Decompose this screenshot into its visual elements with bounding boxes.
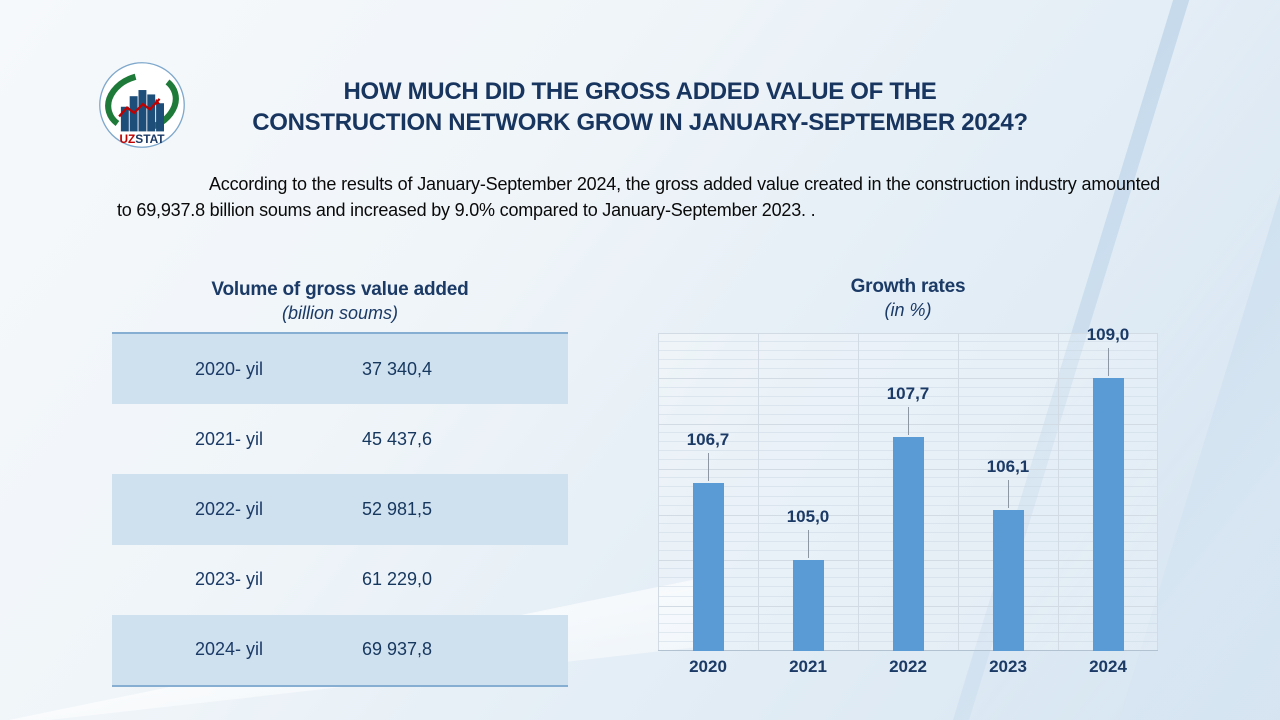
chart-heading: Growth rates (in %) bbox=[658, 276, 1158, 321]
vertical-gridline bbox=[1058, 333, 1059, 651]
year-cell: 2021- yil bbox=[195, 428, 264, 449]
bar-data-label: 109,0 bbox=[1086, 325, 1130, 344]
bar-data-label: 106,7 bbox=[686, 430, 730, 449]
value-cell: 52 981,5 bbox=[362, 498, 433, 519]
x-axis-label: 2020 bbox=[689, 657, 727, 676]
minor-gridline bbox=[658, 386, 1158, 388]
chart-subtitle: (in %) bbox=[884, 300, 932, 320]
data-label-leader-line bbox=[708, 453, 709, 481]
data-label-leader-line bbox=[808, 530, 809, 558]
bar-data-label: 106,1 bbox=[986, 457, 1030, 476]
table-row: 2021- yil 45 437,6 bbox=[112, 404, 568, 474]
table-row: 2023- yil 61 229,0 bbox=[112, 545, 568, 615]
year-cell: 2023- yil bbox=[195, 569, 264, 590]
bar-data-label: 107,7 bbox=[886, 384, 930, 403]
minor-gridline bbox=[658, 404, 1158, 406]
bar bbox=[1092, 378, 1124, 651]
data-label-leader-line bbox=[908, 407, 909, 435]
bar bbox=[892, 437, 924, 651]
data-table: 2020- yil 37 340,4 2021- yil 45 437,6 20… bbox=[112, 332, 568, 687]
table-row: 2024- yil 69 937,8 bbox=[112, 614, 568, 685]
minor-gridline bbox=[658, 341, 1158, 343]
table-title: Volume of gross value added bbox=[211, 279, 469, 300]
vertical-gridline bbox=[1157, 333, 1158, 651]
minor-gridline bbox=[658, 368, 1158, 370]
minor-gridline bbox=[658, 359, 1158, 361]
major-gridline bbox=[658, 378, 1158, 380]
x-axis-label: 2022 bbox=[889, 657, 927, 676]
table-subtitle: (billion soums) bbox=[281, 303, 399, 323]
bar-data-label: 105,0 bbox=[786, 507, 830, 526]
logo-swoosh-icon bbox=[105, 72, 179, 133]
table-heading: Volume of gross value added (billion sou… bbox=[112, 279, 568, 324]
value-cell: 45 437,6 bbox=[362, 428, 433, 449]
data-label-leader-line bbox=[1108, 348, 1109, 376]
page-title-line-2: CONSTRUCTION NETWORK GROW IN JANUARY-SEP… bbox=[252, 109, 1028, 136]
bar bbox=[692, 483, 724, 651]
x-axis-label: 2021 bbox=[789, 657, 827, 676]
chart-title: Growth rates bbox=[850, 276, 966, 297]
minor-gridline bbox=[658, 350, 1158, 352]
year-cell: 2020- yil bbox=[195, 358, 264, 379]
vertical-gridline bbox=[958, 333, 959, 651]
data-label-leader-line bbox=[1008, 480, 1009, 508]
bar-chart-x-axis: 2020 2021 2022 2023 2024 bbox=[658, 657, 1158, 677]
minor-gridline bbox=[658, 395, 1158, 397]
page-title: HOW MUCH DID THE GROSS ADDED VALUE OF TH… bbox=[190, 76, 1090, 138]
uzstat-logo: UZSTAT bbox=[98, 61, 186, 149]
table-row: 2022- yil 52 981,5 bbox=[112, 474, 568, 545]
logo-stat-text: STAT bbox=[135, 132, 165, 146]
intro-paragraph: According to the results of January-Sept… bbox=[117, 174, 1160, 220]
logo-uz-text: UZ bbox=[119, 132, 135, 146]
value-cell: 37 340,4 bbox=[362, 358, 433, 379]
major-gridline bbox=[658, 333, 1158, 334]
bar bbox=[992, 510, 1024, 651]
x-axis-label: 2023 bbox=[989, 657, 1027, 676]
page-title-line-1: HOW MUCH DID THE GROSS ADDED VALUE OF TH… bbox=[343, 78, 937, 105]
uzstat-logo-icon: UZSTAT bbox=[99, 62, 185, 148]
value-cell: 69 937,8 bbox=[362, 639, 433, 660]
vertical-gridline bbox=[658, 333, 659, 651]
value-cell: 61 229,0 bbox=[362, 569, 433, 590]
year-cell: 2022- yil bbox=[195, 498, 264, 519]
vertical-gridline bbox=[858, 333, 859, 651]
table-row: 2020- yil 37 340,4 bbox=[112, 334, 568, 405]
bar-chart-plot-area: 106,7 105,0 107,7 106,1 109,0 bbox=[658, 325, 1158, 651]
vertical-gridline bbox=[758, 333, 759, 651]
logo-trendline-icon bbox=[118, 98, 161, 118]
svg-text:UZSTAT: UZSTAT bbox=[119, 132, 165, 146]
x-axis-label: 2024 bbox=[1089, 657, 1127, 676]
year-cell: 2024- yil bbox=[195, 639, 264, 660]
bar bbox=[792, 560, 824, 651]
